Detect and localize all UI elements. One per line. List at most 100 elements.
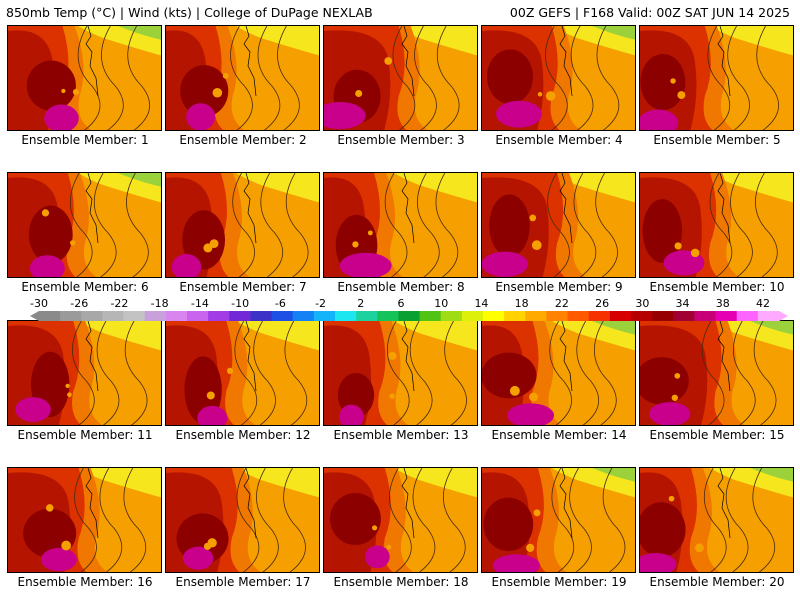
scale-swatch	[504, 311, 526, 321]
scale-swatch	[567, 311, 590, 321]
ensemble-panel	[7, 320, 162, 426]
member-caption: Ensemble Member: 15	[649, 428, 785, 442]
scale-tick-label: -26	[70, 297, 89, 310]
temperature-map	[640, 321, 793, 425]
member-caption: Ensemble Member: 17	[175, 575, 311, 589]
scale-swatch	[673, 311, 695, 321]
temperature-map	[324, 321, 477, 425]
scale-tick-label: 18	[514, 297, 529, 310]
temperature-map	[482, 173, 635, 277]
ensemble-panel	[7, 25, 162, 131]
scale-tick-label: -30	[30, 297, 48, 310]
temperature-map	[324, 173, 477, 277]
member-caption: Ensemble Member: 2	[179, 133, 307, 147]
scale-tick-label: -22	[110, 297, 129, 310]
temperature-map	[640, 173, 793, 277]
ensemble-panel	[165, 320, 320, 426]
scale-swatch	[377, 311, 399, 321]
scale-tick-label: 22	[554, 297, 569, 310]
scale-tick-label: 34	[675, 297, 690, 310]
scale-swatch	[208, 311, 230, 321]
scale-swatch	[144, 311, 167, 321]
scale-swatch	[250, 311, 273, 321]
scale-tick-label: -10	[231, 297, 250, 310]
member-caption: Ensemble Member: 14	[491, 428, 627, 442]
temperature-map	[8, 468, 161, 572]
scale-swatch	[60, 311, 82, 321]
scale-tick-label: 6	[397, 297, 405, 310]
ensemble-panel	[639, 172, 794, 278]
member-caption: Ensemble Member: 19	[491, 575, 627, 589]
scale-swatch	[39, 311, 61, 321]
scale-tick-label: -14	[190, 297, 209, 310]
member-caption: Ensemble Member: 9	[495, 280, 623, 294]
scale-tick-label: -18	[150, 297, 169, 310]
temperature-map	[8, 321, 161, 425]
scale-swatch	[313, 311, 336, 321]
ensemble-panel	[165, 172, 320, 278]
scale-swatch	[483, 311, 505, 321]
ensemble-panel	[481, 172, 636, 278]
scale-tick-label: 10	[434, 297, 449, 310]
scale-swatch	[694, 311, 717, 321]
scale-swatch	[356, 311, 378, 321]
ensemble-panel	[639, 25, 794, 131]
temperature-color-scale	[30, 311, 788, 321]
scale-tick-label: 2	[357, 297, 365, 310]
ensemble-panel	[323, 467, 478, 573]
ensemble-panel	[165, 467, 320, 573]
scale-tick-label: 42	[756, 297, 770, 310]
ensemble-panel	[165, 25, 320, 131]
member-caption: Ensemble Member: 10	[649, 280, 785, 294]
member-caption: Ensemble Member: 20	[649, 575, 785, 589]
scale-swatch	[398, 311, 421, 321]
ensemble-panel	[323, 25, 478, 131]
member-caption: Ensemble Member: 18	[333, 575, 469, 589]
scale-swatch	[609, 311, 632, 321]
scale-swatch	[187, 311, 209, 321]
valid-time: 00Z GEFS | F168 Valid: 00Z SAT JUN 14 20…	[509, 5, 790, 20]
member-caption: Ensemble Member: 6	[21, 280, 149, 294]
member-caption: Ensemble Member: 7	[179, 280, 307, 294]
temperature-map	[482, 26, 635, 130]
member-caption: Ensemble Member: 8	[337, 280, 465, 294]
temperature-map	[166, 468, 319, 572]
scale-arrow-left	[30, 311, 39, 321]
scale-swatch	[440, 311, 463, 321]
temperature-map	[482, 321, 635, 425]
chart-title: 850mb Temp (°C) | Wind (kts) | College o…	[6, 5, 373, 20]
scale-tick-label: 38	[715, 297, 730, 310]
ensemble-panel	[639, 320, 794, 426]
ensemble-panel	[639, 467, 794, 573]
scale-swatch	[271, 311, 294, 321]
scale-tick-label: 26	[595, 297, 610, 310]
member-caption: Ensemble Member: 5	[653, 133, 781, 147]
scale-swatch	[652, 311, 674, 321]
scale-swatch	[292, 311, 315, 321]
scale-swatch	[546, 311, 569, 321]
scale-swatch	[335, 311, 357, 321]
scale-swatch	[102, 311, 125, 321]
member-caption: Ensemble Member: 4	[495, 133, 623, 147]
member-caption: Ensemble Member: 1	[21, 133, 149, 147]
temperature-map	[482, 468, 635, 572]
temperature-map	[324, 468, 477, 572]
member-caption: Ensemble Member: 16	[17, 575, 153, 589]
scale-tick-label: -6	[274, 297, 286, 310]
temperature-map	[166, 26, 319, 130]
member-caption: Ensemble Member: 12	[175, 428, 311, 442]
temperature-map	[640, 26, 793, 130]
temperature-map	[166, 173, 319, 277]
scale-swatch	[757, 311, 780, 321]
ensemble-panel	[7, 467, 162, 573]
scale-swatch	[81, 311, 103, 321]
scale-swatch	[588, 311, 611, 321]
temperature-map	[640, 468, 793, 572]
scale-swatch	[715, 311, 738, 321]
scale-swatch	[419, 311, 442, 321]
scale-arrow-right	[779, 311, 788, 321]
scale-swatch	[165, 311, 188, 321]
temperature-map	[8, 26, 161, 130]
temperature-map	[8, 173, 161, 277]
scale-swatch	[461, 311, 484, 321]
